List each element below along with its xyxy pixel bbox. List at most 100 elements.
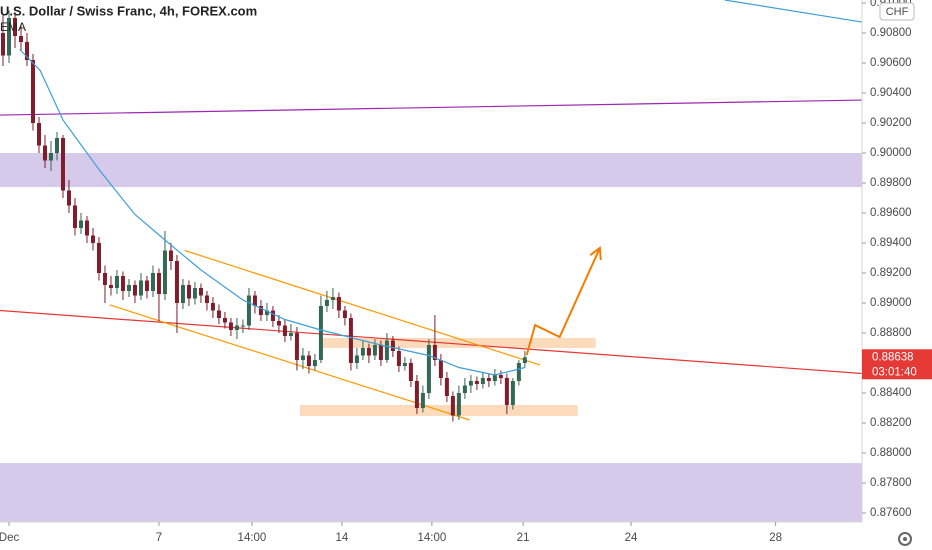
candle-body [162,250,167,294]
candle-body [180,285,185,303]
candle-body [42,145,47,161]
candle-body [6,18,11,56]
candle-body [348,318,353,363]
candle-body [126,285,131,291]
candle-body [96,243,101,273]
candle-body [420,393,425,408]
candle-body [480,378,485,384]
candle-body [318,306,323,360]
candle-body [222,318,227,323]
candle-body [114,276,119,288]
candle-body [204,295,209,303]
y-tick-label: 0.90600 [870,57,912,69]
candle-body [84,220,89,236]
candle-body [240,325,245,327]
candle-body [192,288,197,299]
candle-body [18,36,23,42]
last-price-tag [862,349,932,380]
x-tick-label: 14:00 [418,532,447,544]
candle-body [354,355,359,363]
y-tick-label: 0.90200 [870,117,912,129]
candle-body [0,33,5,56]
y-tick-label: 0.88400 [870,387,912,399]
candle-body [36,123,41,146]
candle-body [264,310,269,315]
candle-body [258,306,263,315]
candle-body [510,381,515,405]
candle-body [330,297,335,300]
x-tick-label: 7 [156,532,162,544]
y-tick-label: 0.89400 [870,237,912,249]
candle-body [486,378,491,381]
y-tick-label: 0.88000 [870,447,912,459]
candle-body [312,360,317,366]
candle-body [252,295,257,306]
candle-body [108,285,113,288]
candle-body [234,325,239,330]
plot-area [0,0,863,522]
zone [0,153,862,188]
candle-body [438,360,443,378]
settings-icon[interactable] [898,532,912,546]
candle-body [30,60,35,123]
y-tick-label: 0.90800 [870,27,912,39]
x-tick-label: 14:00 [238,532,267,544]
candle-body [372,345,377,356]
candle-body [48,153,53,161]
candle-body [120,276,125,291]
candle-body [462,385,467,393]
candle-body [294,333,299,360]
candle-body [156,273,161,294]
candle-body [66,190,71,206]
candle-body [468,381,473,386]
zone [0,463,862,522]
candle-body [336,297,341,311]
candle-body [414,381,419,408]
candle-body [132,285,137,296]
candle-body [216,310,221,318]
projection-arrow [525,247,601,356]
candle-body [210,303,215,311]
candle-body [522,357,527,363]
last-price-label: 0.88638 [872,351,914,363]
candle-body [360,348,365,356]
candle-body [342,310,347,318]
candle-body [288,333,293,336]
currency-badge[interactable] [879,2,915,21]
candle-body [90,235,95,243]
candle-body [174,261,179,303]
y-tick-label: 0.89200 [870,267,912,279]
trend-line [0,309,863,375]
candle-body [168,250,173,261]
y-tick-label: 0.88200 [870,417,912,429]
trend-line [0,99,863,116]
x-tick-label: 28 [769,532,782,544]
ema-line [19,49,526,376]
candle-body [306,355,311,366]
candle-body [228,322,233,330]
y-tick-label: 0.87800 [870,477,912,489]
currency-label: CHF [886,6,909,18]
candle-body [150,273,155,291]
candle-body [60,138,65,191]
candle-body [246,295,251,326]
chart-title: U.S. Dollar / Swiss Franc, 4h, FOREX.com [0,3,257,18]
trend-line [109,304,470,421]
candle-body [474,381,479,384]
candle-body [402,363,407,366]
candle-body [378,345,383,360]
countdown-label: 03:01:40 [872,366,917,378]
trend-line [184,249,541,366]
candle-body [12,18,17,36]
candle-body [516,363,521,381]
candle-body [276,321,281,326]
candle-body [138,280,143,296]
candle-body [498,375,503,378]
candle-body [282,325,287,336]
candle-body [492,375,497,381]
candle-body [144,280,149,291]
candle-body [186,285,191,299]
candle-body [396,351,401,366]
